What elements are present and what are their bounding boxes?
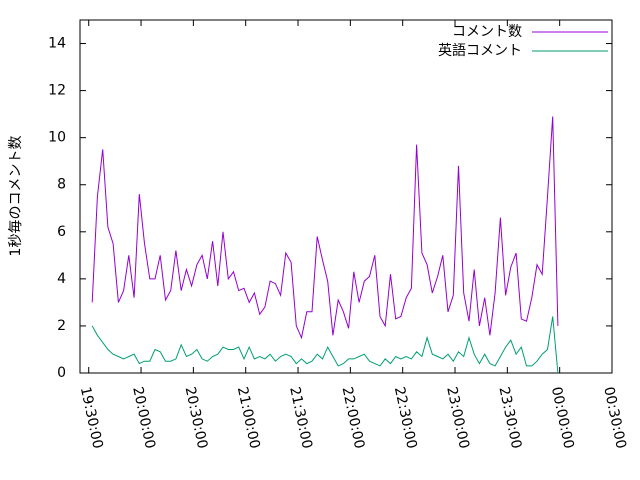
x-tick-label: 19:30:00 (77, 385, 106, 450)
x-tick-label: 23:00:00 (443, 385, 472, 450)
legend-label: コメント数 (452, 24, 522, 40)
x-tick-label: 20:30:00 (182, 385, 211, 450)
x-tick-label: 00:30:00 (600, 385, 629, 450)
y-tick-label: 6 (57, 224, 66, 240)
y-tick-label: 12 (48, 83, 66, 99)
x-tick-label: 21:30:00 (286, 385, 315, 450)
y-tick-label: 2 (57, 318, 66, 334)
x-tick-label: 21:00:00 (234, 385, 263, 450)
x-tick-label: 22:30:00 (391, 385, 420, 450)
y-tick-label: 0 (57, 365, 66, 381)
x-tick-label: 00:00:00 (548, 385, 577, 450)
x-tick-label: 20:00:00 (129, 385, 158, 450)
plot-border (79, 19, 613, 374)
series-line (91, 116, 559, 340)
x-tick-label: 23:30:00 (496, 385, 525, 450)
legend-label: 英語コメント (438, 42, 522, 59)
y-tick-label: 14 (48, 36, 66, 52)
y-tick-label: 4 (57, 271, 66, 287)
y-tick-label: 10 (48, 130, 66, 146)
y-tick-label: 8 (57, 177, 66, 193)
y-axis-label: 1秒毎のコメント数 (8, 136, 24, 257)
x-tick-label: 22:00:00 (339, 385, 368, 450)
series-line (91, 316, 559, 374)
